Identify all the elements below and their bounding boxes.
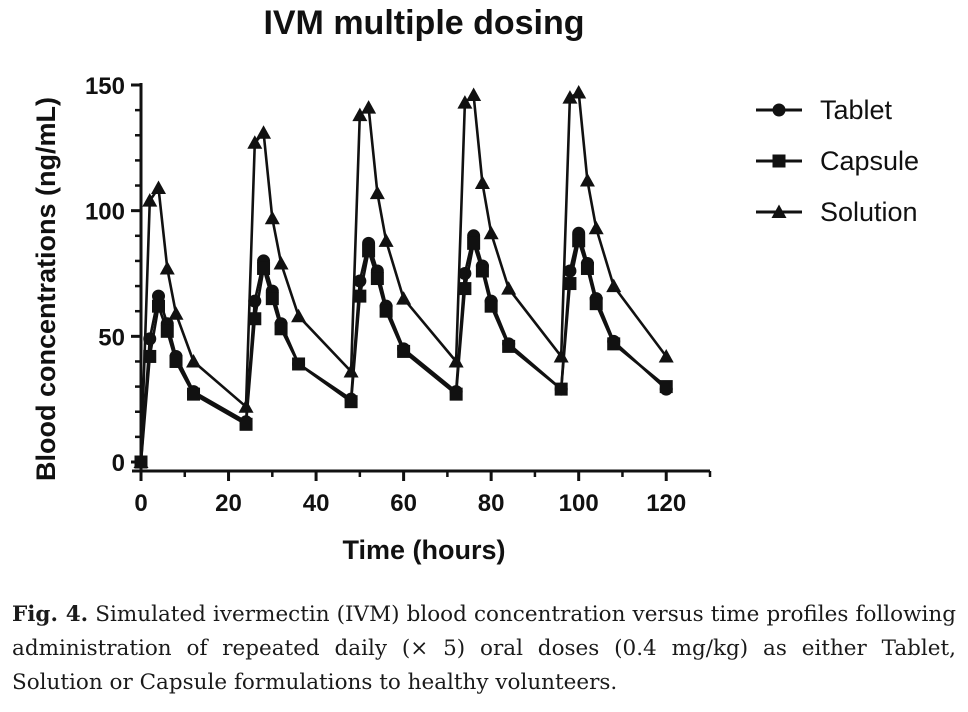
- y-axis-label: Blood concentrations (ng/mL): [31, 97, 61, 481]
- y-tick-label: 150: [85, 73, 125, 100]
- data-point-solution: [256, 125, 272, 139]
- y-tick-label: 100: [85, 199, 125, 226]
- caption-text: Simulated ivermectin (IVM) blood concent…: [12, 602, 956, 695]
- data-point-capsule: [257, 261, 271, 275]
- data-point-capsule: [353, 289, 367, 303]
- data-point-solution: [562, 90, 578, 104]
- data-point-solution: [186, 353, 202, 368]
- data-point-capsule: [563, 277, 577, 291]
- data-point-capsule: [292, 357, 306, 371]
- data-point-solution: [142, 193, 158, 207]
- data-point-capsule: [370, 272, 384, 286]
- legend-marker-tablet: [772, 103, 786, 117]
- legend-item-capsule: Capsule: [756, 146, 919, 176]
- x-tick-label: 80: [478, 490, 505, 517]
- data-point-capsule: [160, 324, 174, 338]
- legend-item-solution: Solution: [756, 197, 918, 227]
- data-point-capsule: [458, 282, 472, 296]
- data-point-solution: [247, 135, 263, 149]
- data-point-solution: [361, 100, 377, 114]
- data-point-solution: [466, 87, 482, 102]
- data-point-capsule: [344, 395, 358, 409]
- data-point-capsule: [467, 236, 481, 250]
- series-layer: [133, 85, 674, 469]
- data-point-solution: [264, 210, 280, 225]
- data-point-capsule: [589, 297, 603, 311]
- x-tick-label: 100: [559, 490, 599, 517]
- data-point-capsule: [659, 380, 673, 394]
- data-point-solution: [588, 220, 604, 235]
- data-point-capsule: [449, 387, 463, 401]
- data-point-solution: [483, 225, 499, 240]
- data-point-capsule: [379, 304, 393, 318]
- data-point-capsule: [362, 244, 376, 258]
- data-point-solution: [238, 399, 254, 413]
- data-point-capsule: [169, 354, 183, 368]
- x-tick-label: 60: [390, 490, 417, 517]
- data-point-solution: [579, 173, 595, 187]
- legend-marker-capsule: [772, 154, 786, 168]
- data-point-capsule: [265, 292, 279, 306]
- data-point-solution: [501, 281, 517, 295]
- figure-caption: Fig. 4. Simulated ivermectin (IVM) blood…: [12, 598, 956, 700]
- data-point-solution: [571, 85, 587, 99]
- x-tick-label: 20: [215, 490, 242, 517]
- data-point-tablet: [152, 289, 166, 303]
- data-point-solution: [291, 308, 307, 323]
- data-point-solution: [369, 185, 385, 200]
- data-point-capsule: [554, 382, 568, 396]
- data-point-solution: [352, 107, 368, 122]
- data-point-capsule: [143, 349, 157, 363]
- y-tick-label: 0: [112, 450, 125, 477]
- axes: [132, 83, 710, 473]
- legend-label-tablet: Tablet: [820, 95, 893, 125]
- data-point-capsule: [502, 339, 516, 353]
- data-point-solution: [273, 255, 289, 270]
- data-point-solution: [151, 180, 167, 195]
- data-point-capsule: [187, 387, 201, 401]
- data-point-capsule: [580, 261, 594, 275]
- data-point-solution: [343, 364, 359, 378]
- x-tick-label: 120: [646, 490, 686, 517]
- data-point-capsule: [248, 312, 262, 326]
- data-point-capsule: [274, 322, 288, 336]
- data-point-solution: [606, 278, 622, 293]
- data-point-capsule: [484, 299, 498, 313]
- chart-plot: IVM multiple dosing 0 20 40 60 80 100 120 0 50 10…: [31, 4, 919, 565]
- axis-ticks: 0 20 40 60 80 100 120 0 50 100 150: [85, 73, 712, 517]
- data-point-solution: [474, 175, 490, 190]
- data-point-solution: [159, 260, 175, 275]
- data-point-solution: [658, 348, 674, 363]
- data-point-solution: [133, 454, 149, 468]
- data-point-solution: [553, 348, 569, 363]
- data-point-solution: [396, 291, 412, 305]
- x-tick-label: 0: [134, 490, 147, 517]
- x-axis-label: Time (hours): [342, 535, 505, 565]
- legend-marker-solution: [771, 204, 787, 218]
- data-point-solution: [457, 95, 473, 109]
- data-point-solution: [378, 233, 394, 247]
- data-point-capsule: [152, 299, 166, 313]
- legend-item-tablet: Tablet: [756, 95, 893, 125]
- caption-label: Fig. 4.: [12, 602, 89, 627]
- data-point-capsule: [397, 344, 411, 358]
- data-point-capsule: [239, 417, 253, 431]
- series-solution: [133, 85, 674, 468]
- data-point-solution: [168, 306, 184, 320]
- data-point-capsule: [475, 264, 489, 278]
- legend-label-solution: Solution: [820, 197, 918, 227]
- data-point-capsule: [607, 337, 621, 351]
- data-point-solution: [448, 353, 464, 368]
- chart-title: IVM multiple dosing: [263, 4, 584, 42]
- data-point-capsule: [572, 234, 586, 248]
- legend-label-capsule: Capsule: [820, 146, 919, 176]
- series-capsule: [134, 234, 673, 469]
- x-tick-label: 40: [303, 490, 330, 517]
- chart-figure: IVM multiple dosing 0 20 40 60 80 100 120 0 50 10…: [31, 4, 919, 565]
- legend: Tablet Capsule Solution: [756, 95, 919, 227]
- y-tick-label: 50: [98, 324, 125, 351]
